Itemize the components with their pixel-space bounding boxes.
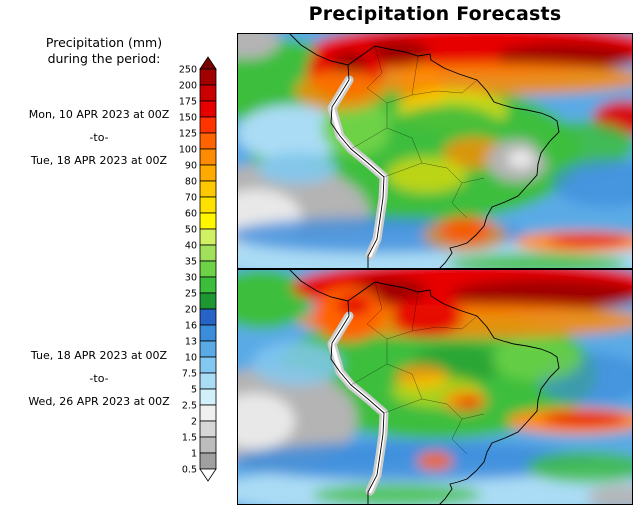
colorbar-segment	[199, 276, 217, 294]
page-title: Precipitation Forecasts	[308, 3, 562, 25]
colorbar-segment	[199, 132, 217, 150]
panel2-period-separator: -to-	[89, 372, 109, 385]
colorbar-segment	[199, 164, 217, 182]
colorbar-tick-label: 13	[185, 337, 197, 348]
colorbar-segment	[199, 212, 217, 230]
coastline-1	[288, 33, 560, 269]
colorbar-tick-label: 70	[185, 193, 197, 204]
forecast-map-2	[237, 269, 633, 505]
colorbar-segment	[199, 84, 217, 102]
forecast-maps	[237, 33, 633, 505]
colorbar-tick-label: 175	[179, 97, 197, 108]
colorbar-segment	[199, 196, 217, 214]
colorbar-segment	[199, 228, 217, 246]
colorbar-segment	[199, 420, 217, 438]
country-borders-2	[350, 281, 485, 455]
colorbar-tick-label: 0.5	[182, 465, 197, 476]
colorbar-segment	[199, 148, 217, 166]
colorbar-bottom-arrow	[199, 468, 217, 482]
precip-field-1	[237, 33, 633, 269]
coastline-2	[288, 269, 560, 505]
colorbar-tick-label: 1	[191, 449, 197, 460]
legend-title-line1: Precipitation (mm)	[45, 35, 163, 50]
colorbar-tick-label: 125	[179, 129, 197, 140]
panel1-period-end: Tue, 18 APR 2023 at 00Z	[30, 154, 168, 167]
forecast-map-1	[237, 33, 633, 269]
colorbar-tick-label: 200	[179, 81, 197, 92]
panel1-period-separator: -to-	[89, 131, 109, 144]
colorbar-segment	[199, 244, 217, 262]
colorbar-tick-label: 25	[185, 289, 197, 300]
panel2-period-start: Tue, 18 APR 2023 at 00Z	[30, 349, 168, 362]
colorbar-segment	[199, 452, 217, 470]
panel1-period-start: Mon, 10 APR 2023 at 00Z	[28, 108, 170, 121]
colorbar-tick-label: 10	[185, 353, 197, 364]
legend-title: Precipitation (mm) during the period:	[12, 35, 196, 68]
colorbar-segment	[199, 388, 217, 406]
colorbar-tick-label: 50	[185, 225, 197, 236]
colorbar-tick-label: 80	[185, 177, 197, 188]
colorbar-tick-label: 100	[179, 145, 197, 156]
colorbar-tick-label: 40	[185, 241, 197, 252]
colorbar-tick-label: 150	[179, 113, 197, 124]
panel2-period-end: Wed, 26 APR 2023 at 00Z	[28, 395, 170, 408]
colorbar-tick-label: 2.5	[182, 401, 197, 412]
colorbar-tick-label: 35	[185, 257, 197, 268]
colorbar-segment	[199, 116, 217, 134]
colorbar-segment	[199, 356, 217, 374]
colorbar-segment	[199, 436, 217, 454]
colorbar-tick-label: 250	[179, 65, 197, 76]
colorbar-segment	[199, 180, 217, 198]
colorbar-tick-label: 1.5	[182, 433, 197, 444]
colorbar-tick-label: 90	[185, 161, 197, 172]
colorbar-top-arrow	[199, 56, 217, 70]
colorbar-segment	[199, 340, 217, 358]
colorbar-tick-label: 2	[191, 417, 197, 428]
colorbar-segment	[199, 372, 217, 390]
colorbar-tick-label: 16	[185, 321, 197, 332]
colorbar-segment	[199, 292, 217, 310]
colorbar-segment	[199, 324, 217, 342]
colorbar-segment	[199, 308, 217, 326]
country-borders-1	[350, 45, 485, 219]
colorbar-tick-label: 7.5	[182, 369, 197, 380]
colorbar-segment	[199, 260, 217, 278]
legend-title-line2: during the period:	[47, 51, 161, 67]
colorbar-tick-label: 5	[191, 385, 197, 396]
colorbar-segment	[199, 404, 217, 422]
colorbar-tick-label: 30	[185, 273, 197, 284]
colorbar-svg: 2502001751501251009080706050403530252016…	[179, 56, 217, 482]
precip-field-2	[237, 269, 633, 505]
colorbar-tick-label: 20	[185, 305, 197, 316]
colorbar-tick-label: 60	[185, 209, 197, 220]
colorbar: 250 200 175 150 125 100 90 80 70 60 50 40 35 30 25 20 16…	[172, 56, 218, 486]
colorbar-segment	[199, 100, 217, 118]
panel2-period-label: Tue, 18 APR 2023 at 00Z -to- Wed, 26 APR…	[0, 349, 198, 418]
colorbar-segment	[199, 68, 217, 86]
panel1-period-label: Mon, 10 APR 2023 at 00Z -to- Tue, 18 APR…	[0, 108, 198, 177]
